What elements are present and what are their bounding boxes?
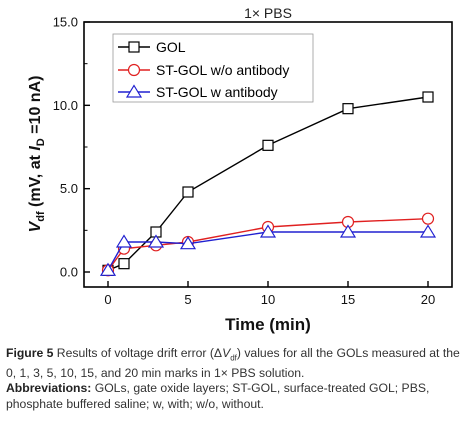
data-point-circle: [421, 212, 435, 225]
x-tick-label: 15: [341, 292, 355, 307]
y-axis-label: Vdf (mV, at ID =10 nA): [27, 76, 47, 233]
data-point-triangle: [115, 234, 133, 248]
caption-paragraph: Figure 5 Results of voltage drift error …: [6, 346, 468, 381]
x-axis-label: Time (min): [225, 315, 311, 334]
legend-entry-gol: GOL: [118, 39, 186, 55]
caption-abbreviations: Abbreviations: GOLs, gate oxide layers; …: [6, 381, 468, 412]
caption-v-sub: df: [230, 353, 237, 363]
legend-marker-triangle: [125, 84, 143, 98]
ticks-layer: 0 5 10 15 20 0.0 5.0 10.0 15.0: [53, 15, 436, 308]
data-point-triangle: [339, 224, 357, 238]
data-point-triangle: [99, 262, 117, 276]
data-point-square: [118, 258, 130, 270]
data-point-square: [262, 139, 274, 151]
caption-text-a: Results of voltage drift error (Δ: [53, 346, 223, 360]
x-tick-label: 10: [261, 292, 275, 307]
data-point-triangle: [179, 236, 197, 250]
legend-entry-st-gol-wo-antibody: ST-GOL w/o antibody: [118, 62, 289, 78]
data-point-square: [422, 91, 434, 103]
y-label-v: V: [27, 220, 44, 232]
y-tick-label: 0.0: [60, 265, 78, 280]
y-label-v-sub: df: [35, 211, 47, 222]
data-point-square: [182, 186, 194, 198]
x-tick-label: 0: [104, 292, 111, 307]
legend-marker-circle: [127, 63, 141, 77]
y-tick-label: 5.0: [60, 181, 78, 196]
data-point-triangle: [259, 224, 277, 238]
caption-abbrev-label: Abbreviations:: [6, 381, 92, 396]
y-tick-label: 10.0: [53, 98, 78, 113]
legend-marker-square: [128, 41, 140, 53]
figure-caption: Figure 5 Results of voltage drift error …: [6, 346, 468, 412]
y-label-i: I: [27, 146, 44, 151]
legend-label-st-gol-wo: ST-GOL w/o antibody: [156, 62, 289, 78]
legend-label-st-gol-w: ST-GOL w antibody: [156, 84, 278, 100]
y-label-end: =10 nA): [27, 76, 44, 139]
caption-text-b: ) values for all the GOLs measured at th…: [6, 346, 460, 380]
legend-label-gol: GOL: [156, 39, 186, 55]
data-point-triangle: [419, 224, 437, 238]
legend: GOL ST-GOL w/o antibody ST-GOL w antibod…: [112, 33, 314, 103]
y-tick-label: 15.0: [53, 15, 78, 30]
data-point-square: [342, 103, 354, 115]
caption-abbrev-text: GOLs, gate oxide layers; ST-GOL, surface…: [6, 381, 430, 411]
chart-title: 1× PBS: [244, 5, 292, 21]
x-tick-label: 20: [421, 292, 435, 307]
data-point-triangle: [147, 234, 165, 248]
y-label-i-sub: D: [35, 138, 47, 146]
series-layer: [99, 91, 437, 277]
chart: 1× PBS 0 5 10 15 20 0.0 5.0 10.0 15.0 Time (min)…: [27, 5, 453, 334]
legend-box: [112, 33, 314, 103]
x-tick-label: 5: [184, 292, 191, 307]
legend-entry-st-gol-w-antibody: ST-GOL w antibody: [118, 84, 278, 100]
caption-v: V: [222, 346, 231, 360]
y-label-mid: (mV, at: [27, 151, 44, 212]
caption-figure-label: Figure 5: [6, 346, 54, 360]
